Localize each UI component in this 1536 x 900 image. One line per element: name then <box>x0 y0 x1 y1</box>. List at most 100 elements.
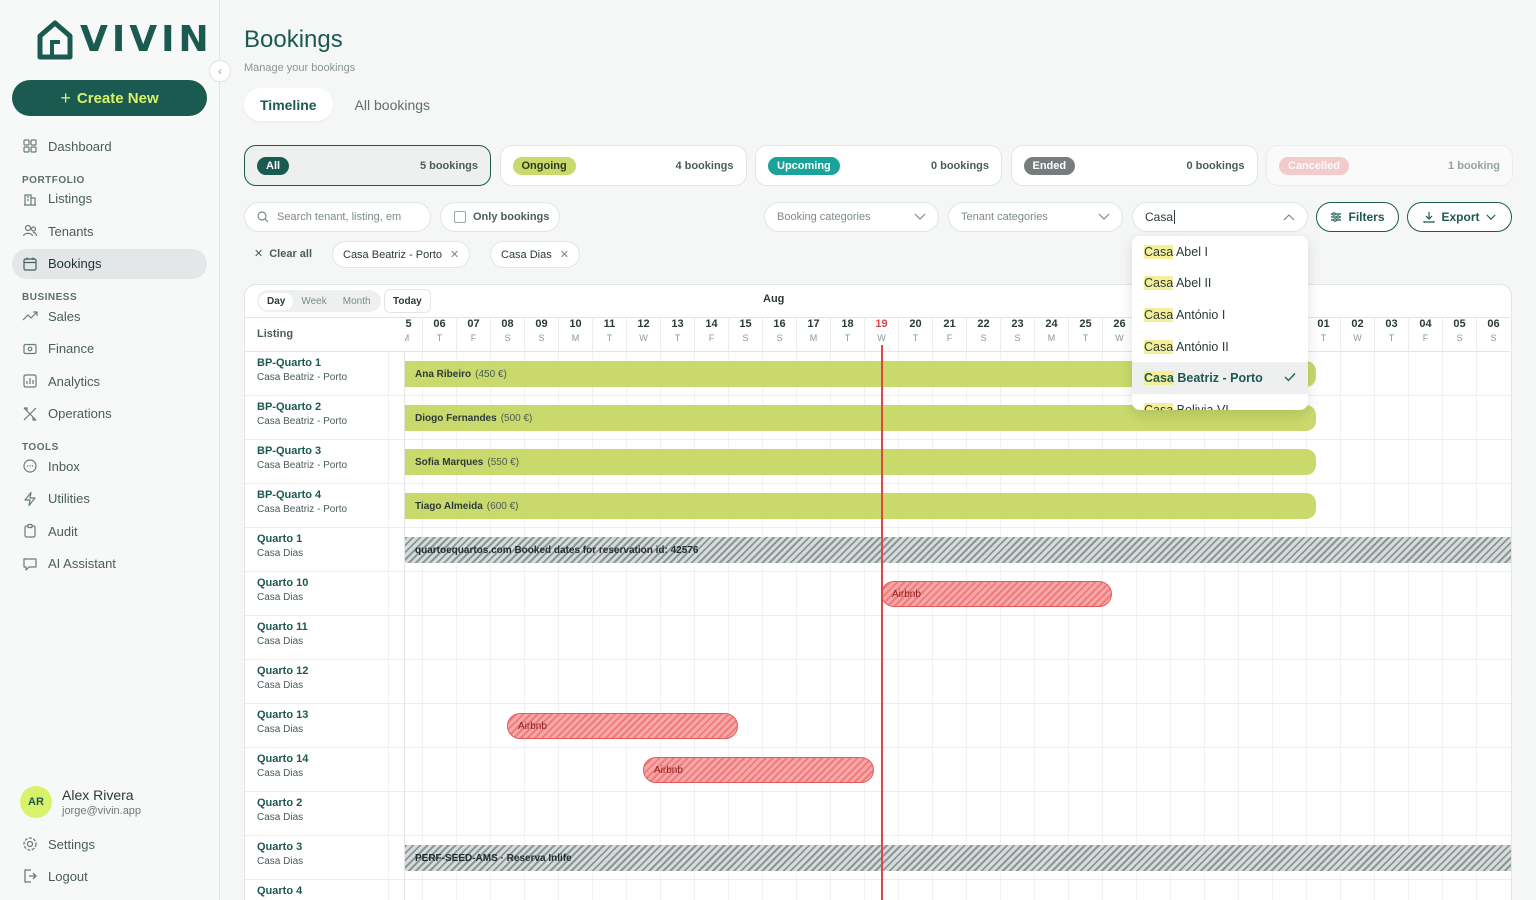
sidebar-item-inbox[interactable]: Inbox <box>12 451 207 481</box>
sidebar-item-audit[interactable]: Audit <box>12 516 207 546</box>
table-row: Quarto 12 Casa Dias <box>245 660 1511 704</box>
day-weekday: T <box>844 333 851 343</box>
only-bookings-toggle[interactable]: Only bookings <box>440 202 560 232</box>
listing-cell[interactable]: BP-Quarto 1 Casa Beatriz - Porto <box>245 352 405 396</box>
gear-icon <box>22 836 38 852</box>
status-filter-ended[interactable]: Ended 0 bookings <box>1010 145 1258 186</box>
booking-label: Airbnb <box>892 588 921 600</box>
listing-cell[interactable]: Quarto 11 Casa Dias <box>245 616 405 660</box>
listing-cell[interactable]: Quarto 12 Casa Dias <box>245 660 405 704</box>
day-weekday: T <box>1082 333 1089 343</box>
day-weekday: M <box>809 333 818 343</box>
booking-bar[interactable]: Sofia Marques (550 €) <box>405 449 1317 475</box>
sidebar-item-listings[interactable]: Listings <box>12 184 207 214</box>
sidebar-item-ai-assistant[interactable]: AI Assistant <box>12 549 207 579</box>
sidebar-item-dashboard[interactable]: Dashboard <box>12 131 207 161</box>
day-column-header: 14 F <box>694 317 728 352</box>
ai-chat-icon <box>22 556 38 572</box>
sidebar-item-analytics[interactable]: Analytics <box>12 366 207 396</box>
sidebar-item-utilities[interactable]: Utilities <box>12 484 207 514</box>
close-icon[interactable]: ✕ <box>559 249 569 261</box>
day-column-header: 10 M <box>558 317 592 352</box>
sidebar-item-finance[interactable]: Finance <box>12 334 207 364</box>
sidebar-item-sales[interactable]: Sales <box>12 301 207 331</box>
filters-label: Filters <box>1348 210 1385 224</box>
booking-bar[interactable]: Tiago Almeida (600 €) <box>405 493 1317 519</box>
table-row: BP-Quarto 2 Casa Beatriz - Porto Diogo Fer… <box>245 396 1511 440</box>
scale-tab-week[interactable]: Week <box>301 295 327 307</box>
settings-link[interactable]: Settings <box>12 829 207 859</box>
filters-button[interactable]: Filters <box>1316 202 1399 232</box>
day-number: 24 <box>1045 318 1058 330</box>
status-filter-cancelled[interactable]: Cancelled 1 booking <box>1266 145 1513 186</box>
scale-tab-month[interactable]: Month <box>342 295 371 307</box>
day-weekday: W <box>639 333 648 343</box>
booking-bar[interactable]: Airbnb <box>643 757 875 783</box>
listing-option[interactable]: Casa Abel II <box>1132 268 1308 300</box>
export-button[interactable]: Export <box>1407 202 1512 232</box>
booking-categories-select[interactable]: Booking categories <box>764 202 939 232</box>
booking-bar[interactable]: Airbnb <box>881 581 1113 607</box>
listing-query-input[interactable]: Casa <box>1145 210 1176 224</box>
today-button[interactable]: Today <box>384 289 431 313</box>
listing-property: Casa Dias <box>257 548 304 559</box>
booking-label: PERF-SEED-AMS · Reserva Inlife <box>415 852 572 864</box>
plus-icon: + <box>60 87 71 108</box>
booking-bar[interactable]: quartoequartos.com Booked dates for rese… <box>405 537 1511 563</box>
sidebar-item-bookings[interactable]: Bookings <box>12 248 207 279</box>
table-row: BP-Quarto 1 Casa Beatriz - Porto Ana Ribei… <box>245 352 1511 396</box>
search-input[interactable]: Search tenant, listing, em <box>244 202 431 232</box>
only-bookings-checkbox[interactable] <box>454 211 466 223</box>
status-filter-all[interactable]: All 5 bookings <box>244 145 491 186</box>
clear-all-button[interactable]: ✕ Clear all <box>254 247 312 261</box>
listing-option[interactable]: Casa Bolivia VI <box>1132 394 1308 410</box>
nav-section-portfolio: PORTFOLIO <box>22 174 85 186</box>
search-icon <box>257 211 269 223</box>
tab-timeline[interactable]: Timeline <box>244 88 333 121</box>
status-badge: Ongoing <box>512 156 576 175</box>
status-count: 0 bookings <box>1186 159 1245 172</box>
logout-link[interactable]: Logout <box>12 861 207 891</box>
booking-bar[interactable]: Airbnb <box>507 713 739 739</box>
listing-cell[interactable]: Quarto 1 Casa Dias <box>245 528 405 572</box>
tab-all-bookings[interactable]: All bookings <box>354 96 431 113</box>
close-icon[interactable]: ✕ <box>450 249 460 261</box>
table-row: Quarto 13 Casa Dias Airbnb <box>245 704 1511 748</box>
check-icon <box>1284 371 1296 385</box>
listing-cell[interactable]: Quarto 2 Casa Dias <box>245 792 405 836</box>
listing-cell[interactable]: Quarto 3 Casa Dias <box>245 836 405 880</box>
listing-cell[interactable]: Quarto 14 Casa Dias <box>245 748 405 792</box>
booking-label: Diogo Fernandes <box>415 412 497 424</box>
listing-cell[interactable]: Quarto 13 Casa Dias <box>245 704 405 748</box>
day-number: 10 <box>569 318 582 330</box>
listing-option[interactable]: Casa Beatriz - Porto <box>1132 362 1308 394</box>
tenant-categories-select[interactable]: Tenant categories <box>948 202 1123 232</box>
listing-cell[interactable]: Quarto 10 Casa Dias <box>245 572 405 616</box>
create-new-button[interactable]: + Create New <box>12 80 207 116</box>
user-profile[interactable]: AR Alex Rivera jorge@vivin.app <box>20 786 141 818</box>
table-row: BP-Quarto 4 Casa Beatriz - Porto Tiago Alm… <box>245 484 1511 528</box>
filter-chip[interactable]: Casa Beatriz - Porto ✕ <box>332 241 471 268</box>
listing-cell[interactable]: BP-Quarto 3 Casa Beatriz - Porto <box>245 440 405 484</box>
status-filter-upcoming[interactable]: Upcoming 0 bookings <box>755 145 1002 186</box>
listing-option[interactable]: Casa Abel I <box>1132 236 1308 268</box>
filter-chip[interactable]: Casa Dias ✕ <box>490 241 580 268</box>
listing-search-combobox[interactable]: Casa <box>1132 202 1308 232</box>
table-row: Quarto 10 Casa Dias Airbnb <box>245 572 1511 616</box>
users-icon <box>22 223 38 239</box>
scale-tab-day[interactable]: Day <box>259 292 294 310</box>
booking-bar[interactable]: PERF-SEED-AMS · Reserva Inlife <box>405 845 1511 871</box>
sidebar-item-operations[interactable]: Operations <box>12 399 207 429</box>
status-filter-ongoing[interactable]: Ongoing 4 bookings <box>499 145 747 186</box>
sidebar-item-label: AI Assistant <box>48 556 116 571</box>
listing-option[interactable]: Casa António I <box>1132 299 1308 331</box>
listing-option[interactable]: Casa António II <box>1132 331 1308 363</box>
listing-cell[interactable]: Quarto 4 <box>245 880 405 900</box>
sidebar-item-tenants[interactable]: Tenants <box>12 216 207 246</box>
brand-logo[interactable]: VIVIN <box>36 20 213 60</box>
collapse-sidebar-button[interactable]: ‹ <box>209 60 231 82</box>
listing-cell[interactable]: BP-Quarto 2 Casa Beatriz - Porto <box>245 396 405 440</box>
listing-name: Quarto 11 <box>257 621 308 633</box>
listing-cell[interactable]: BP-Quarto 4 Casa Beatriz - Porto <box>245 484 405 528</box>
listing-property: Casa Dias <box>257 592 304 603</box>
